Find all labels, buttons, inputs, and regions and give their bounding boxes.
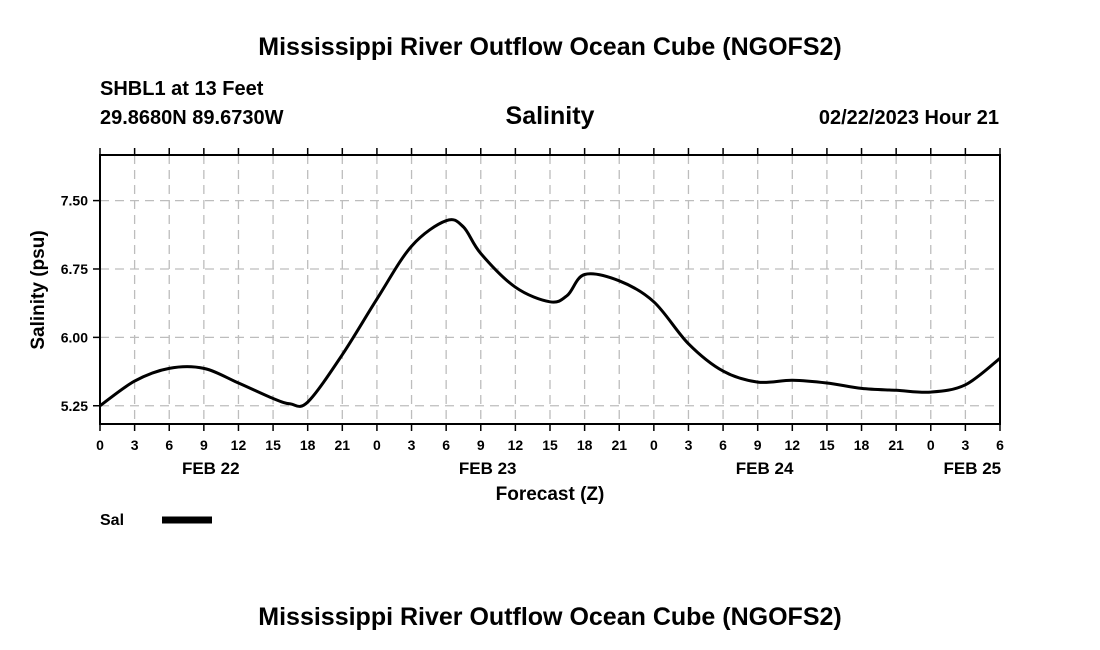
- x-date-label: FEB 24: [736, 459, 794, 478]
- plot-series: [99, 218, 1001, 408]
- x-tick-label: 6: [442, 437, 450, 453]
- x-tick-label: 0: [927, 437, 935, 453]
- x-tick-label: 0: [373, 437, 381, 453]
- y-tick-label: 6.75: [61, 261, 88, 277]
- x-tick-label: 12: [508, 437, 524, 453]
- x-tick-label: 9: [477, 437, 485, 453]
- x-tick-label: 6: [165, 437, 173, 453]
- x-tick-label: 12: [785, 437, 801, 453]
- x-tick-label: 18: [854, 437, 870, 453]
- axes: 0 3 6 9 12 15 18 21 0 3 6 9 12 15 18 21 0 3 6 9 12 15 18 21 0 3 6 5…: [61, 148, 1004, 478]
- x-tick-label: 15: [542, 437, 558, 453]
- x-tick-label: 0: [650, 437, 658, 453]
- y-axis-label: Salinity (psu): [28, 230, 49, 349]
- x-tick-label: 18: [300, 437, 316, 453]
- x-tick-label: 9: [754, 437, 762, 453]
- x-date-label: FEB 23: [459, 459, 517, 478]
- x-tick-label: 3: [408, 437, 416, 453]
- series-line-sal: [99, 218, 1001, 408]
- x-tick-label: 3: [131, 437, 139, 453]
- footer-title: Mississippi River Outflow Ocean Cube (NG…: [258, 603, 841, 631]
- x-tick-label: 15: [265, 437, 281, 453]
- x-tick-label: 0: [96, 437, 104, 453]
- x-tick-label: 21: [611, 437, 627, 453]
- x-tick-label: 21: [888, 437, 904, 453]
- y-tick-label: 5.25: [61, 398, 88, 414]
- x-tick-label: 3: [685, 437, 693, 453]
- x-axis-label: Forecast (Z): [496, 484, 605, 505]
- y-tick-label: 7.50: [61, 193, 88, 209]
- x-date-label: FEB 25: [943, 459, 1001, 478]
- station-coords: 29.8680N 89.6730W: [100, 107, 284, 129]
- run-time: 02/22/2023 Hour 21: [819, 107, 999, 129]
- x-tick-label: 21: [335, 437, 351, 453]
- x-tick-label: 6: [996, 437, 1004, 453]
- x-tick-label: 3: [961, 437, 969, 453]
- x-tick-label: 9: [200, 437, 208, 453]
- grid-lines: [100, 155, 1000, 424]
- x-tick-label: 15: [819, 437, 835, 453]
- y-tick-label: 6.00: [61, 329, 88, 345]
- chart-title: Salinity: [506, 102, 595, 130]
- legend-label: Sal: [100, 512, 124, 529]
- x-tick-label: 18: [577, 437, 593, 453]
- x-tick-label: 6: [719, 437, 727, 453]
- x-tick-label: 12: [231, 437, 247, 453]
- x-date-label: FEB 22: [182, 459, 240, 478]
- page-title: Mississippi River Outflow Ocean Cube (NG…: [258, 33, 841, 61]
- station-label: SHBL1 at 13 Feet: [100, 78, 264, 100]
